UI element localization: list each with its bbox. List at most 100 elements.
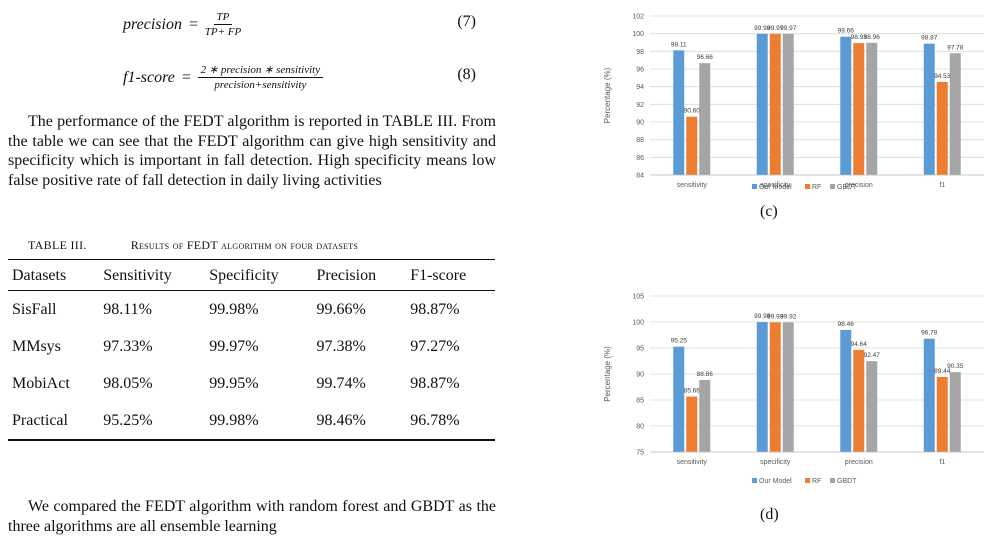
table-cell: 98.87% bbox=[410, 374, 460, 392]
bar bbox=[923, 338, 935, 452]
bar bbox=[769, 322, 781, 452]
bar bbox=[923, 43, 935, 176]
data-label: 99.93 bbox=[767, 313, 784, 320]
bar bbox=[853, 349, 865, 452]
bar bbox=[840, 330, 852, 452]
table-header-cell: Precision bbox=[316, 267, 377, 284]
table-row: Practical 95.25% 99.98% 98.46% 96.78% bbox=[8, 402, 495, 440]
data-label: 99.98 bbox=[754, 313, 771, 320]
data-label: 92.47 bbox=[864, 352, 881, 359]
data-label: 90.35 bbox=[947, 363, 964, 370]
bar bbox=[866, 361, 878, 452]
equation-denominator: TP+ FP bbox=[204, 26, 242, 38]
equation-number: (8) bbox=[457, 66, 476, 83]
data-label: 98.11 bbox=[671, 41, 687, 48]
data-label: 90.60 bbox=[684, 108, 701, 115]
body-paragraph-continued: We compared the FEDT algorithm with rand… bbox=[8, 498, 496, 535]
bar bbox=[673, 50, 685, 176]
bar bbox=[853, 43, 865, 175]
data-label: 94.64 bbox=[851, 341, 868, 348]
data-label: 99.92 bbox=[780, 313, 797, 320]
table-cell: 97.38% bbox=[316, 337, 366, 355]
data-label: 98.87 bbox=[921, 35, 938, 42]
equation-fraction: 2 ∗ precision ∗ sensitivity precision+se… bbox=[197, 63, 324, 92]
bar bbox=[949, 53, 961, 175]
legend-swatch bbox=[830, 478, 835, 483]
bar bbox=[756, 33, 768, 175]
table-cell: Practical bbox=[12, 411, 68, 429]
legend-label: RF bbox=[812, 184, 821, 191]
y-tick-label: 85 bbox=[636, 398, 644, 405]
table-header-cell: Specificity bbox=[209, 267, 279, 284]
table-header-cell: Sensitivity bbox=[103, 267, 172, 284]
equation-fraction: TP TP+ FP bbox=[205, 10, 241, 39]
left-column: precision = TP TP+ FP (7) f1-score = 2 ∗… bbox=[8, 0, 498, 541]
table-row: SisFall 98.11% 99.98% 99.66% 98.87% bbox=[8, 291, 495, 329]
bar bbox=[699, 379, 711, 452]
table-row: MMsys 97.33% 99.97% 97.38% 97.27% bbox=[8, 328, 495, 365]
legend-swatch bbox=[805, 184, 810, 189]
data-label: 95.25 bbox=[671, 338, 688, 345]
figure-caption-d: (d) bbox=[760, 506, 779, 523]
table-cell: MobiAct bbox=[12, 374, 70, 392]
x-tick-label: specificity bbox=[760, 459, 791, 466]
data-label: 99.97 bbox=[780, 25, 797, 32]
data-label: 85.66 bbox=[684, 388, 701, 395]
bar bbox=[699, 63, 711, 175]
table-cell: 99.97% bbox=[209, 337, 259, 355]
legend-swatch bbox=[752, 184, 757, 189]
x-tick-label: precision bbox=[845, 182, 873, 189]
table-cell: 98.87% bbox=[410, 300, 460, 318]
table-cell: 99.95% bbox=[209, 374, 259, 392]
equation-precision: precision = TP TP+ FP (7) bbox=[123, 10, 476, 39]
table-cell: 95.25% bbox=[103, 411, 153, 429]
y-tick-label: 102 bbox=[632, 14, 644, 21]
y-tick-label: 100 bbox=[632, 320, 644, 327]
bar bbox=[866, 42, 878, 175]
y-tick-label: 96 bbox=[636, 67, 644, 74]
table-caption: TABLE III. Results of FEDT algorithm on f… bbox=[28, 238, 358, 253]
y-tick-label: 75 bbox=[636, 450, 644, 457]
data-label: 94.53 bbox=[934, 73, 951, 80]
table-header-cell: Datasets bbox=[12, 267, 67, 284]
legend-label: Our Model bbox=[759, 184, 792, 191]
data-label: 98.96 bbox=[864, 34, 881, 41]
table-cell: 97.27% bbox=[410, 337, 460, 355]
y-tick-label: 90 bbox=[636, 120, 644, 127]
y-tick-label: 98 bbox=[636, 49, 644, 56]
table-cell: 99.74% bbox=[316, 374, 366, 392]
y-tick-label: 92 bbox=[636, 102, 644, 109]
table-cell: 98.11% bbox=[103, 300, 152, 318]
legend-label: GBDT bbox=[837, 478, 857, 485]
equation-lhs: precision bbox=[123, 15, 182, 33]
data-label: 99.66 bbox=[838, 28, 855, 35]
x-tick-label: sensitivity bbox=[677, 459, 708, 466]
bar bbox=[686, 116, 698, 175]
table-cell: MMsys bbox=[12, 337, 61, 355]
results-table: Datasets Sensitivity Specificity Precisi… bbox=[8, 259, 495, 441]
bar bbox=[936, 81, 948, 175]
data-label: 88.86 bbox=[697, 371, 714, 378]
data-label: 96.78 bbox=[921, 330, 938, 337]
y-tick-label: 100 bbox=[632, 31, 644, 38]
bar bbox=[686, 396, 698, 452]
legend-label: RF bbox=[812, 478, 821, 485]
figure-caption-c: (c) bbox=[760, 203, 778, 220]
bar bbox=[769, 33, 781, 175]
table-row: MobiAct 98.05% 99.95% 99.74% 98.87% bbox=[8, 365, 495, 402]
y-tick-label: 80 bbox=[636, 424, 644, 431]
equation-numerator: TP bbox=[213, 10, 233, 25]
data-label: 99.98 bbox=[754, 25, 771, 32]
data-label: 97.78 bbox=[947, 44, 964, 51]
table-cell: 98.46% bbox=[316, 411, 366, 429]
legend-swatch bbox=[805, 478, 810, 483]
table-cell: 99.98% bbox=[209, 411, 259, 429]
data-label: 98.93 bbox=[851, 34, 868, 41]
x-tick-label: specificity bbox=[760, 182, 791, 189]
table-label: TABLE III. bbox=[28, 238, 87, 252]
bar bbox=[782, 33, 794, 175]
legend-label: Our Model bbox=[759, 478, 792, 485]
x-tick-label: sensitivity bbox=[677, 182, 708, 189]
y-tick-label: 105 bbox=[632, 294, 644, 301]
table-cell: 97.33% bbox=[103, 337, 153, 355]
